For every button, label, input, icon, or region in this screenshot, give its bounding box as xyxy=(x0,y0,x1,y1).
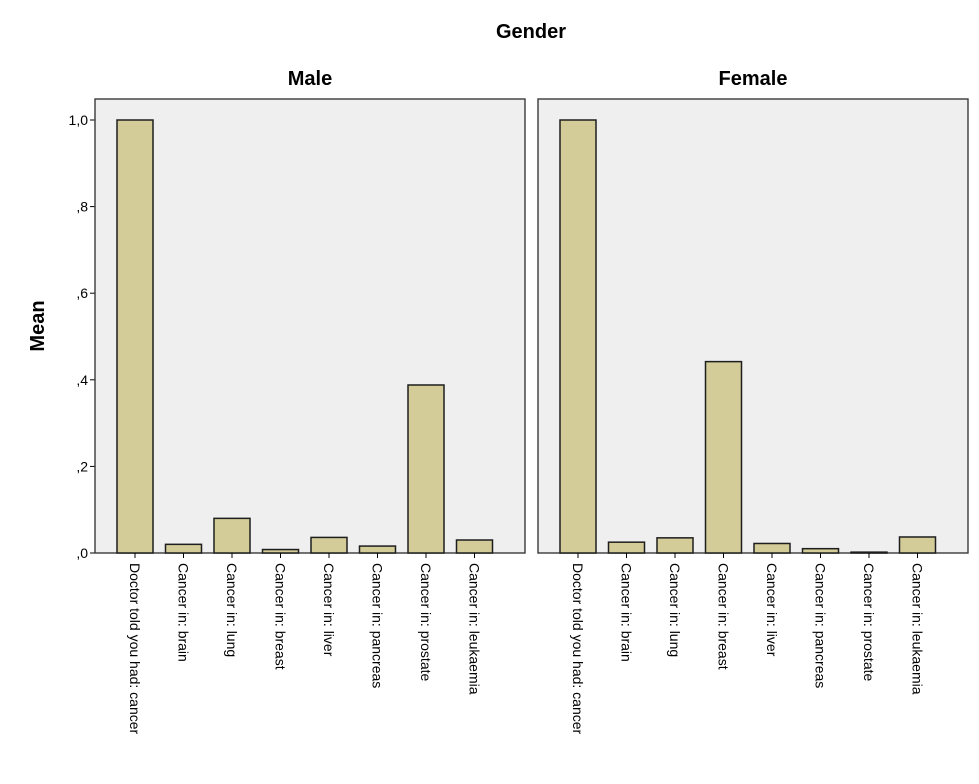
bar-male-cancer-in-leukaemia xyxy=(455,539,494,554)
bar-male-cancer-in-liver xyxy=(310,536,348,554)
y-tick-label: 1,0 xyxy=(69,112,89,128)
panel-plot-area xyxy=(537,98,969,554)
x-category-label: Cancer in: liver xyxy=(764,563,780,657)
bar-female-cancer-in-prostate xyxy=(850,551,888,554)
bar-male-cancer-in-lung xyxy=(213,517,251,554)
bar-female-cancer-in-lung xyxy=(656,537,694,554)
y-axis: ,0 ,2 ,4 ,6 ,8 1,0 xyxy=(69,112,95,561)
panel-plot-area xyxy=(94,98,526,554)
x-category-label: Doctor told you had: cancer xyxy=(127,563,143,735)
y-tick-label: ,4 xyxy=(76,372,88,388)
panel-male: Male Doctor told you had: cancer Cancer in… xyxy=(94,68,526,735)
bar-female-cancer-in-brain xyxy=(607,541,646,554)
x-category-label: Doctor told you had: cancer xyxy=(570,563,586,735)
y-tick-label: ,0 xyxy=(76,545,88,561)
panel-female: Female Doctor told you had: cancer Cancer … xyxy=(537,68,969,735)
chart-title: Gender xyxy=(496,21,566,43)
bar-male-cancer-in-breast xyxy=(261,548,300,554)
bar-male-cancer-in-brain xyxy=(164,543,203,554)
x-category-label: Cancer in: leukaemia xyxy=(910,563,926,695)
bar-female-cancer-in-leukaemia xyxy=(898,536,937,554)
bar-male-cancer-in-prostate xyxy=(407,384,445,554)
x-category-label: Cancer in: brain xyxy=(619,563,635,662)
bar-female-cancer-in-pancreas xyxy=(801,547,840,554)
panel-title: Female xyxy=(719,68,788,90)
x-category-label: Cancer in: pancreas xyxy=(370,563,386,688)
panels: ,0 ,2 ,4 ,6 ,8 1,0 Male Doctor told you had: ca… xyxy=(69,68,969,735)
bar-female-doctor-told-you-had-cancer xyxy=(559,119,597,554)
y-axis-label: Mean xyxy=(27,300,49,351)
x-category-label: Cancer in: prostate xyxy=(418,563,434,681)
bar-female-cancer-in-breast xyxy=(704,360,743,554)
x-category-label: Cancer in: breast xyxy=(716,563,732,670)
x-category-label: Cancer in: brain xyxy=(176,563,192,662)
x-category-label: Cancer in: lung xyxy=(224,563,240,657)
bar-male-cancer-in-pancreas xyxy=(358,545,397,554)
x-category-label: Cancer in: liver xyxy=(321,563,337,657)
x-category-label: Cancer in: breast xyxy=(273,563,289,670)
x-category-label: Cancer in: pancreas xyxy=(813,563,829,688)
x-category-label: Cancer in: leukaemia xyxy=(467,563,483,695)
bar-female-cancer-in-liver xyxy=(753,542,791,554)
x-category-label: Cancer in: prostate xyxy=(861,563,877,681)
y-tick-label: ,6 xyxy=(76,285,88,301)
y-tick-label: ,2 xyxy=(76,458,88,474)
y-tick-label: ,8 xyxy=(76,199,88,215)
panel-title: Male xyxy=(288,68,332,90)
bar-male-doctor-told-you-had-cancer xyxy=(116,119,154,554)
x-category-label: Cancer in: lung xyxy=(667,563,683,657)
